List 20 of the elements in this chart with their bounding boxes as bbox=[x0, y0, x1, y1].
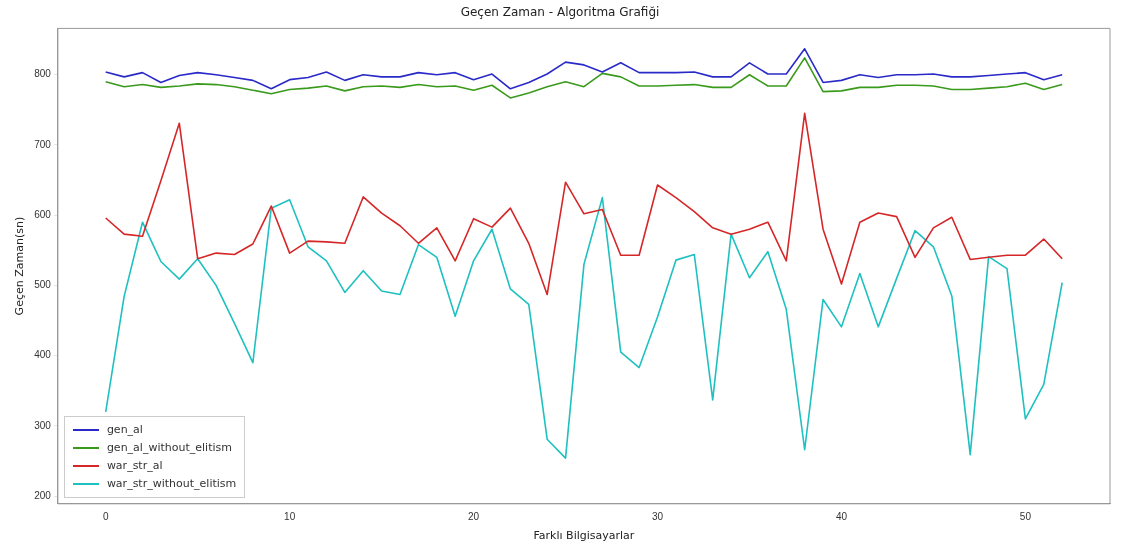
y-tick-label: 800 bbox=[34, 68, 52, 80]
x-tick-label: 20 bbox=[468, 510, 480, 522]
legend-label: war_str_al bbox=[106, 459, 163, 473]
legend-label: war_str_without_elitism bbox=[106, 477, 237, 491]
y-tick-label: 500 bbox=[34, 279, 52, 291]
x-tick-label: 10 bbox=[284, 510, 296, 522]
y-tick-label: 200 bbox=[34, 489, 52, 501]
y-tick-label: 600 bbox=[34, 208, 52, 220]
y-tick-label: 300 bbox=[34, 419, 52, 431]
x-tick-label: 0 bbox=[102, 510, 109, 522]
x-axis-title: Farklı Bilgisayarlar bbox=[533, 529, 635, 543]
x-tick-label: 50 bbox=[1019, 510, 1032, 522]
y-axis-title: Geçen Zaman(sn) bbox=[13, 216, 27, 316]
y-tick-label: 400 bbox=[34, 349, 52, 361]
y-tick-label: 700 bbox=[34, 138, 52, 150]
chart-title: Geçen Zaman - Algoritma Grafiği bbox=[460, 5, 660, 20]
legend-label: gen_al_without_elitism bbox=[106, 441, 232, 455]
x-tick-label: 30 bbox=[651, 510, 664, 522]
legend-label: gen_al bbox=[106, 423, 143, 437]
x-tick-label: 40 bbox=[835, 510, 848, 522]
